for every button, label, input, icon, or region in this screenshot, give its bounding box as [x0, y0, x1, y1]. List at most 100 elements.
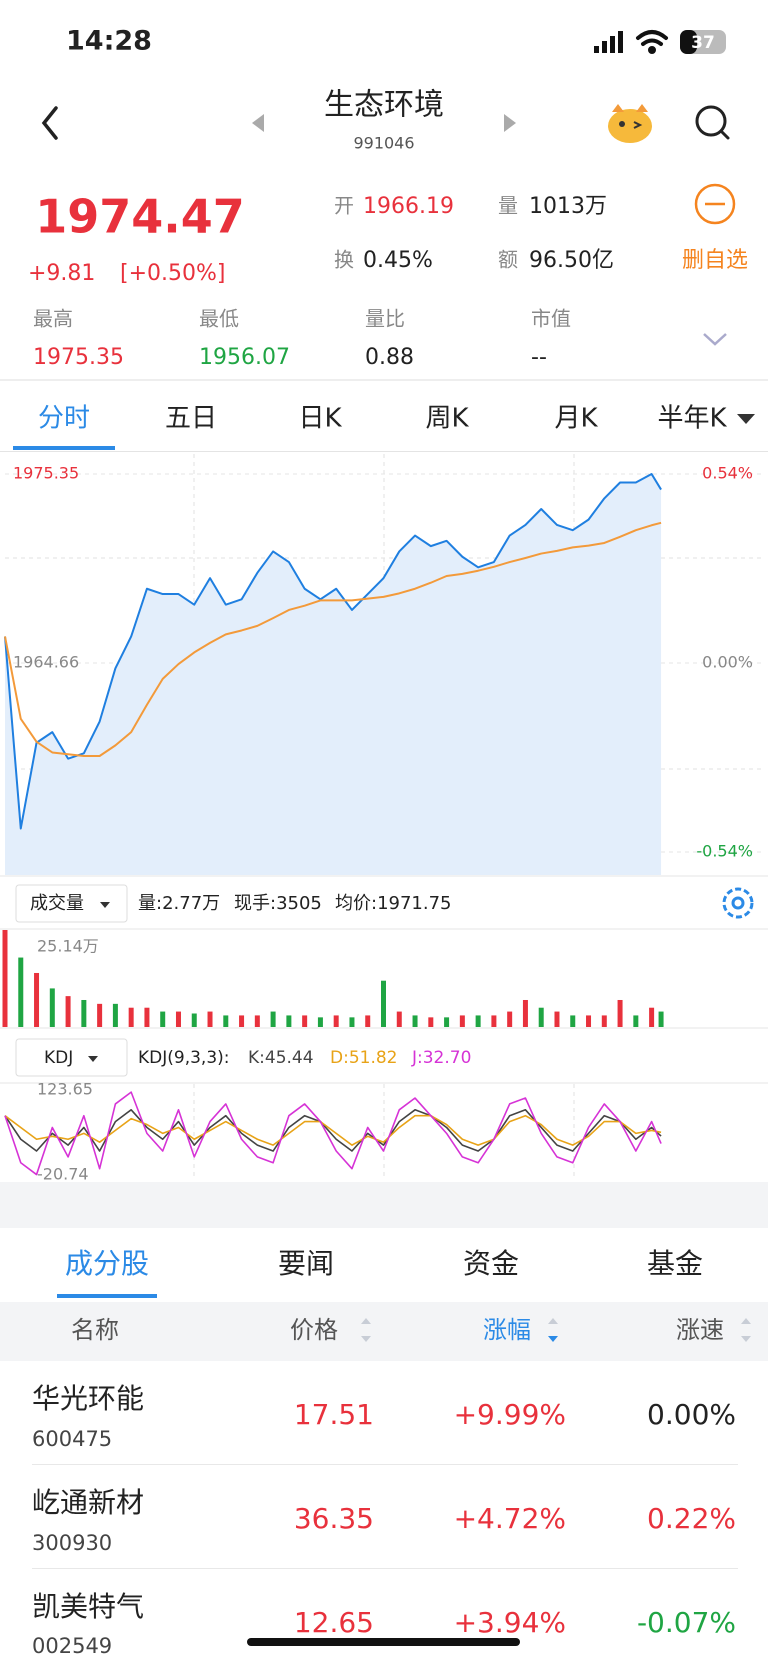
last-price: 1974.47	[35, 190, 245, 244]
sort-icon[interactable]	[741, 1318, 751, 1342]
stock-speed: 0.22%	[647, 1502, 736, 1535]
volume-bar	[128, 1007, 134, 1027]
chart-frame	[193, 1084, 575, 1180]
stock-speed: -0.07%	[637, 1606, 736, 1639]
volume-bar	[349, 1017, 355, 1027]
stock-code: 300930	[32, 1531, 112, 1555]
tab-dropdown[interactable]	[737, 414, 755, 424]
open-label: 开	[334, 194, 354, 218]
expand-button[interactable]	[703, 333, 727, 346]
selector-label[interactable]: KDJ	[44, 1048, 73, 1068]
y2-tick-label: -0.54%	[696, 842, 753, 861]
table-row[interactable]: 屹通新材 300930 36.35 +4.72% 0.22%	[32, 1486, 736, 1555]
stat-label: 量比	[365, 307, 405, 331]
line	[4, 1091, 662, 1176]
volume-bar	[522, 999, 528, 1027]
volume-bar	[34, 972, 40, 1027]
tab[interactable]: 五日	[165, 404, 217, 434]
column-header[interactable]: 涨幅	[483, 1316, 531, 1344]
back-button[interactable]	[41, 106, 58, 140]
tab[interactable]: 分时	[38, 404, 90, 434]
volume-bar	[144, 1007, 150, 1027]
volume-bar	[554, 1011, 560, 1027]
line	[4, 473, 662, 830]
volume-bar	[302, 1015, 308, 1027]
column-header[interactable]: 涨速	[676, 1316, 724, 1344]
amount-label: 额	[498, 248, 518, 272]
y2-tick-label: 0.00%	[702, 653, 753, 672]
volume-bar	[49, 988, 55, 1027]
legend-entry: D:51.82	[330, 1048, 398, 1068]
tab[interactable]: 半年K	[657, 404, 727, 434]
indicator-selector[interactable]	[15, 1038, 128, 1077]
volume-value: 1013万	[529, 194, 607, 219]
price-change-pct: [+0.50%]	[120, 261, 226, 286]
bottom-tab[interactable]: 要闻	[278, 1247, 334, 1280]
volume-bar	[286, 1015, 292, 1027]
turnover-value: 0.45%	[363, 248, 433, 273]
bottom-tab[interactable]: 资金	[463, 1247, 519, 1280]
stat-label: 市值	[531, 307, 571, 331]
bottom-tab[interactable]: 基金	[647, 1247, 703, 1280]
volume-bar	[658, 1011, 664, 1027]
volume-bar	[207, 1011, 213, 1027]
tab[interactable]: 周K	[425, 404, 469, 434]
turnover-label: 换	[334, 248, 354, 272]
selector-arrow[interactable]	[88, 1056, 98, 1062]
watch-button[interactable]: 删自选	[682, 183, 748, 273]
table-row[interactable]: 凯美特气 002549 12.65 +3.94% -0.07%	[32, 1590, 736, 1658]
stat-label: 最低	[199, 307, 239, 331]
tab-underline	[57, 1294, 157, 1298]
settings-button[interactable]	[722, 887, 754, 919]
stock-price: 17.51	[294, 1398, 374, 1431]
selector-label[interactable]: 成交量	[30, 893, 84, 914]
header-title: 生态环境	[324, 88, 444, 123]
volume-info: 现手:3505	[234, 893, 322, 914]
volume-bar	[223, 1015, 229, 1027]
stock-change: +3.94%	[454, 1606, 566, 1639]
column-header[interactable]: 价格	[290, 1316, 338, 1344]
watch-label: 删自选	[682, 248, 748, 273]
table-row[interactable]: 华光环能 600475 17.51 +9.99% 0.00%	[32, 1382, 736, 1451]
volume-bar	[428, 1017, 434, 1027]
volume-info: 均价:1971.75	[335, 893, 452, 914]
amount-value: 96.50亿	[529, 248, 614, 273]
tab[interactable]: 日K	[298, 404, 342, 434]
bottom-tab[interactable]: 成分股	[65, 1247, 149, 1280]
stock-name: 华光环能	[32, 1382, 144, 1415]
column-header[interactable]: 名称	[71, 1316, 119, 1344]
divider	[0, 379, 768, 381]
home-indicator	[247, 1638, 520, 1646]
sort-icon[interactable]	[548, 1336, 558, 1342]
next-button[interactable]	[504, 114, 516, 132]
volume-bar	[112, 1003, 118, 1027]
tab[interactable]: 月K	[554, 404, 598, 434]
sort-icon[interactable]	[361, 1318, 371, 1342]
volume-bar	[475, 1015, 481, 1027]
stock-speed: 0.00%	[647, 1398, 736, 1431]
line	[4, 1114, 662, 1146]
y-tick-label: 1964.66	[13, 653, 79, 672]
volume-bar	[444, 1017, 450, 1027]
stat-value: 1956.07	[199, 345, 290, 370]
y2-tick-label: 0.54%	[702, 464, 753, 483]
volume-bar	[381, 980, 386, 1027]
y-tick-label: -20.74	[37, 1165, 89, 1184]
line	[4, 1109, 662, 1152]
mascot-icon[interactable]	[608, 104, 652, 143]
prev-button[interactable]	[252, 114, 264, 132]
indicator-selector[interactable]	[15, 884, 128, 923]
volume-bar	[270, 1011, 276, 1027]
search-button[interactable]	[695, 105, 730, 140]
stock-name: 屹通新材	[32, 1486, 144, 1519]
stat-value: --	[531, 345, 547, 370]
stock-change: +9.99%	[454, 1398, 566, 1431]
selector-arrow[interactable]	[100, 902, 110, 908]
volume-bar	[2, 930, 8, 1027]
stock-code: 002549	[32, 1634, 112, 1658]
stock-price: 12.65	[294, 1606, 374, 1639]
volume-bar	[317, 1017, 323, 1027]
stock-name: 凯美特气	[32, 1590, 144, 1623]
sort-icon[interactable]	[548, 1318, 558, 1324]
